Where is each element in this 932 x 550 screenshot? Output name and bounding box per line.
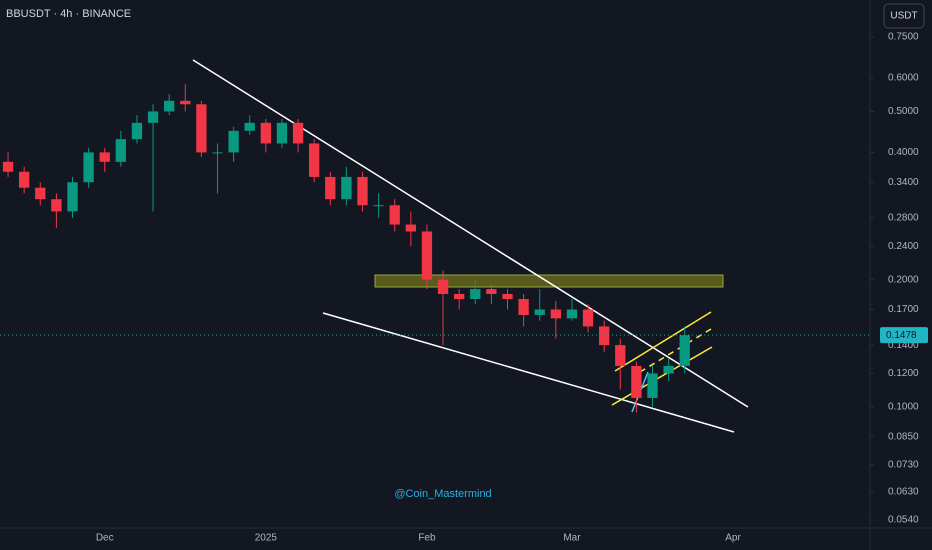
y-tick-label: 0.3400 xyxy=(888,177,919,188)
y-tick-label: 0.5000 xyxy=(888,106,919,117)
candle-body xyxy=(147,111,159,123)
x-tick-label: Dec xyxy=(96,533,114,544)
y-tick-label: 0.1700 xyxy=(888,304,919,315)
candle-body xyxy=(389,205,400,225)
y-tick-label: 0.1000 xyxy=(888,402,919,413)
candle-body xyxy=(534,309,545,315)
candle-body xyxy=(631,365,642,398)
channel-lower xyxy=(611,346,713,406)
candle-body xyxy=(647,373,658,398)
candle-body xyxy=(566,309,578,319)
candle-body xyxy=(373,205,384,207)
candle-body xyxy=(99,152,110,162)
candle-body xyxy=(325,176,336,200)
candle-body xyxy=(582,309,594,327)
resistance-zone xyxy=(374,274,724,288)
x-tick-label: 2025 xyxy=(255,533,278,544)
y-tick-label: 0.2400 xyxy=(888,241,919,252)
candle-body xyxy=(405,224,416,232)
candle-body xyxy=(260,122,271,144)
chart-title: BBUSDT · 4h · BINANCE xyxy=(6,8,131,20)
y-tick-label: 0.7500 xyxy=(888,32,919,43)
watermark: @Coin_Mastermind xyxy=(394,488,491,500)
channel-upper xyxy=(614,311,712,372)
candle-body xyxy=(228,130,239,153)
candle-body xyxy=(679,335,690,366)
candle-body xyxy=(454,293,465,299)
x-tick-label: Feb xyxy=(418,533,436,544)
candle-body xyxy=(276,122,288,144)
y-tick-label: 0.4000 xyxy=(888,147,919,158)
candle-body xyxy=(212,152,223,154)
x-tick-label: Mar xyxy=(563,533,581,544)
candle-body xyxy=(486,289,497,294)
candle-body xyxy=(67,182,78,212)
trendline-upper xyxy=(192,59,749,408)
candle-body xyxy=(518,298,529,315)
candle-body xyxy=(2,161,14,172)
candle-body xyxy=(292,122,304,144)
candle-body xyxy=(244,122,255,131)
candle-body xyxy=(663,365,674,374)
candle-body xyxy=(196,104,207,153)
candle-body xyxy=(19,171,30,188)
last-price-box xyxy=(880,327,928,344)
y-tick-label: 0.1200 xyxy=(888,368,919,379)
currency-label[interactable]: USDT xyxy=(890,11,917,22)
currency-button[interactable] xyxy=(883,3,925,29)
y-tick-label: 0.0730 xyxy=(888,459,919,470)
channel-mid xyxy=(639,328,712,373)
candle-body xyxy=(437,279,449,294)
y-tick-label: 0.2000 xyxy=(888,274,919,285)
candle-body xyxy=(550,309,561,319)
y-tick-label: 0.0630 xyxy=(888,486,919,497)
candle-body xyxy=(599,326,610,346)
candle-body xyxy=(470,289,481,299)
candle-body xyxy=(51,199,62,212)
candle-body xyxy=(341,176,352,200)
candle-body xyxy=(164,100,175,112)
candle-body xyxy=(357,176,368,206)
y-tick-label: 0.0850 xyxy=(888,431,919,442)
candle-body xyxy=(83,152,94,183)
candle-body xyxy=(421,231,433,280)
candle-body xyxy=(180,100,191,105)
y-tick-label: 0.1400 xyxy=(888,340,919,351)
trendline-lower xyxy=(322,312,735,433)
x-tick-label: Apr xyxy=(725,533,741,544)
candle-body xyxy=(502,293,513,299)
candle-body xyxy=(115,139,126,162)
candle-body xyxy=(309,143,320,177)
candle-body xyxy=(35,187,46,200)
candle-body xyxy=(131,122,143,140)
y-tick-label: 0.6000 xyxy=(888,73,919,84)
y-tick-label: 0.0540 xyxy=(888,515,919,526)
last-price-label: 0.1478 xyxy=(886,330,917,341)
y-tick-label: 0.2800 xyxy=(888,213,919,224)
candle-body xyxy=(615,345,626,366)
